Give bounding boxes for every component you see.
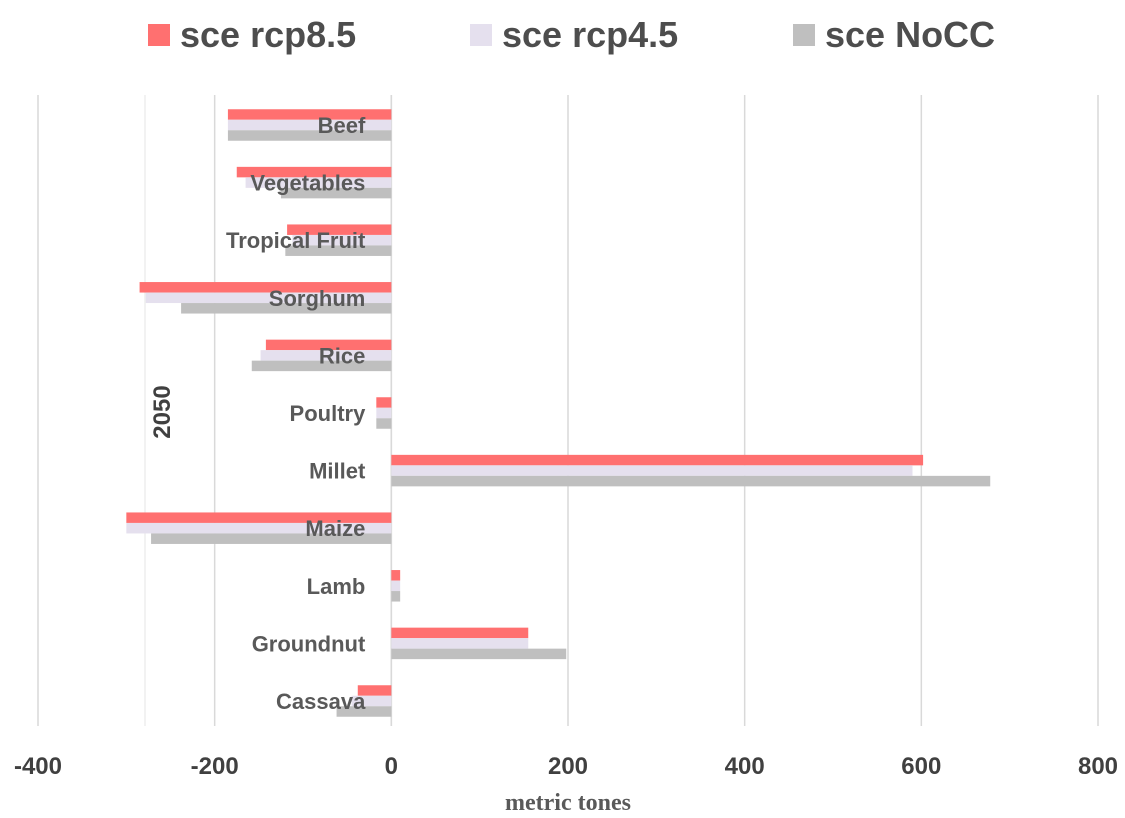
bar-beef-sce-rcp8-5 bbox=[227, 109, 392, 120]
bar-maize-sce-rcp4-5 bbox=[126, 522, 392, 534]
legend-item-sce-nocc: sce NoCC bbox=[793, 14, 995, 55]
category-label-maize: Maize bbox=[305, 516, 365, 541]
legend-item-sce-rcp8-5: sce rcp8.5 bbox=[148, 14, 356, 55]
category-labels: Beef Vegetables Tropical Fruit Sorghum Rice P… bbox=[226, 113, 366, 714]
bar-cassava-sce-rcp4-5 bbox=[351, 695, 392, 707]
bar-vegetables-sce-rcp8-5 bbox=[236, 166, 392, 178]
category-label-vegetables: Vegetables bbox=[250, 171, 365, 196]
legend-swatch-sce-rcp8-5 bbox=[148, 24, 170, 46]
bar-poultry-sce-rcp4-5 bbox=[376, 407, 392, 419]
legend-label-sce-rcp8-5: sce rcp8.5 bbox=[180, 14, 356, 55]
x-axis-ticks: -400 -200 0 200 400 600 800 bbox=[14, 753, 1118, 780]
bar-rice-sce-nocc bbox=[251, 360, 392, 372]
legend-swatch-sce-nocc bbox=[793, 24, 815, 46]
bar-millet-sce-rcp4-5 bbox=[391, 465, 913, 476]
category-label-groundnut: Groundnut bbox=[252, 631, 366, 656]
legend-label-sce-nocc: sce NoCC bbox=[825, 14, 995, 55]
bar-groundnut-sce-rcp4-5 bbox=[391, 638, 529, 649]
gridlines bbox=[37, 95, 1099, 726]
legend: sce rcp8.5 sce rcp4.5 sce NoCC bbox=[148, 14, 995, 55]
category-label-poultry: Poultry bbox=[290, 401, 367, 426]
bar-maize-sce-rcp8-5 bbox=[126, 512, 392, 523]
bar-poultry-sce-nocc bbox=[376, 418, 392, 429]
x-tick-label-400: -400 bbox=[14, 753, 62, 780]
bar-maize-sce-nocc bbox=[151, 533, 392, 544]
bar-groundnut-sce-rcp8-5 bbox=[391, 627, 529, 639]
legend-label-sce-rcp4-5: sce rcp4.5 bbox=[502, 14, 678, 55]
bar-rice-sce-rcp8-5 bbox=[265, 339, 392, 351]
bar-cassava-sce-rcp8-5 bbox=[357, 685, 392, 696]
legend-item-sce-rcp4-5: sce rcp4.5 bbox=[470, 14, 678, 55]
bar-sorghum-sce-rcp8-5 bbox=[139, 282, 392, 293]
bar-poultry-sce-rcp8-5 bbox=[376, 397, 392, 408]
legend-swatch-sce-rcp4-5 bbox=[470, 24, 492, 46]
x-tick-label-800: 800 bbox=[1078, 753, 1118, 780]
bar-millet-sce-nocc bbox=[391, 475, 991, 487]
category-label-beef: Beef bbox=[318, 113, 366, 138]
x-tick-label-600: 600 bbox=[901, 753, 941, 780]
bar-beef-sce-rcp4-5 bbox=[227, 119, 392, 131]
bar-sorghum-sce-nocc bbox=[181, 303, 392, 314]
bar-lamb-sce-rcp4-5 bbox=[391, 580, 401, 592]
bar-tropical-fruit-sce-rcp4-5 bbox=[292, 234, 392, 246]
category-label-rice: Rice bbox=[319, 343, 365, 368]
bar-millet-sce-rcp8-5 bbox=[391, 454, 924, 466]
bar-beef-sce-nocc bbox=[227, 130, 392, 141]
bars bbox=[126, 109, 991, 717]
x-tick-label-0: 0 bbox=[385, 753, 398, 780]
bar-tropical-fruit-sce-rcp8-5 bbox=[287, 224, 392, 235]
category-label-tropical-fruit: Tropical Fruit bbox=[226, 228, 366, 253]
bar-vegetables-sce-nocc bbox=[280, 187, 392, 199]
bar-cassava-sce-nocc bbox=[336, 706, 392, 717]
bar-sorghum-sce-rcp4-5 bbox=[145, 292, 392, 304]
x-tick-label-200: -200 bbox=[191, 753, 239, 780]
category-label-lamb: Lamb bbox=[307, 574, 366, 599]
bar-groundnut-sce-nocc bbox=[391, 648, 567, 660]
x-tick-label-400: 400 bbox=[725, 753, 765, 780]
x-axis-title: metric tones bbox=[505, 790, 631, 816]
category-label-cassava: Cassava bbox=[276, 689, 366, 714]
category-label-millet: Millet bbox=[309, 459, 366, 484]
bar-vegetables-sce-rcp4-5 bbox=[245, 177, 392, 188]
bar-rice-sce-rcp4-5 bbox=[260, 350, 392, 361]
category-label-sorghum: Sorghum bbox=[269, 286, 366, 311]
bar-lamb-sce-nocc bbox=[391, 591, 401, 602]
x-tick-label-200: 200 bbox=[548, 753, 588, 780]
bar-lamb-sce-rcp8-5 bbox=[391, 570, 401, 581]
group-label-2050: 2050 bbox=[149, 385, 176, 438]
bar-tropical-fruit-sce-nocc bbox=[285, 245, 392, 256]
